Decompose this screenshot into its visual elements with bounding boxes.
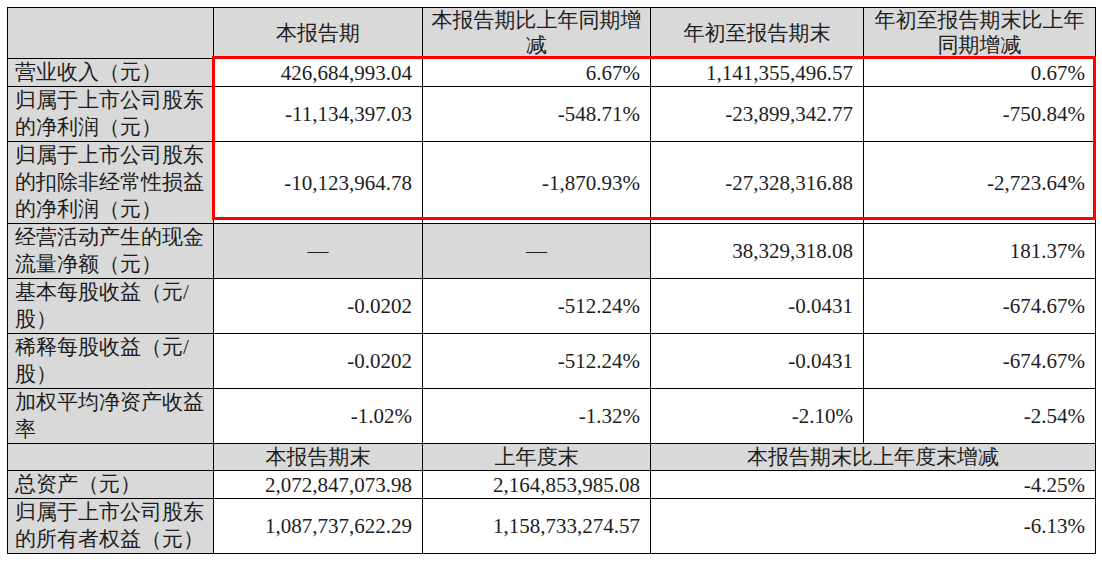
cell-value: 1,141,355,496.57 [651,59,864,87]
column-header-period-end: 本报告期末 [214,444,423,471]
header-row: 本报告期 本报告期比上年同期增减 年初至报告期末 年初至报告期末比上年同期增减 [8,8,1096,59]
row-label: 稀释每股收益（元/股） [8,334,214,389]
cell-value: -1,870.93% [423,142,651,224]
cell-value: -2.10% [651,389,864,444]
row-label: 经营活动产生的现金流量净额（元） [8,224,214,279]
cell-value: -512.24% [423,334,651,389]
cell-value: -0.0202 [214,334,423,389]
cell-value: 0.67% [864,59,1096,87]
cell-value: -27,328,316.88 [651,142,864,224]
row-label: 基本每股收益（元/股） [8,279,214,334]
subheader-row: 本报告期末 上年度末 本报告期末比上年度末增减 [8,444,1096,471]
cell-value: — [214,224,423,279]
table-row: 稀释每股收益（元/股） -0.0202 -512.24% -0.0431 -67… [8,334,1096,389]
cell-value: -2,723.64% [864,142,1096,224]
corner-cell [8,8,214,59]
column-header-ytd-change: 年初至报告期末比上年同期增减 [864,8,1096,59]
table-row: 归属于上市公司股东的扣除非经常性损益的净利润（元） -10,123,964.78… [8,142,1096,224]
row-label: 归属于上市公司股东的净利润（元） [8,87,214,142]
table-row: 总资产（元） 2,072,847,073.98 2,164,853,985.08… [8,471,1096,499]
cell-value: 181.37% [864,224,1096,279]
cell-value: -0.0202 [214,279,423,334]
cell-value: 38,329,318.08 [651,224,864,279]
cell-value: -548.71% [423,87,651,142]
cell-value: -512.24% [423,279,651,334]
cell-value: -4.25% [651,471,1096,499]
row-label: 归属于上市公司股东的所有者权益（元） [8,499,214,554]
table-row: 经营活动产生的现金流量净额（元） — — 38,329,318.08 181.3… [8,224,1096,279]
cell-value: -2.54% [864,389,1096,444]
column-header-ytd: 年初至报告期末 [651,8,864,59]
cell-value: -10,123,964.78 [214,142,423,224]
table-row: 基本每股收益（元/股） -0.0202 -512.24% -0.0431 -67… [8,279,1096,334]
cell-value: -674.67% [864,279,1096,334]
cell-value: 426,684,993.04 [214,59,423,87]
cell-value: -1.02% [214,389,423,444]
cell-value: -23,899,342.77 [651,87,864,142]
cell-value: -0.0431 [651,279,864,334]
table-row: 营业收入（元） 426,684,993.04 6.67% 1,141,355,4… [8,59,1096,87]
row-label: 总资产（元） [8,471,214,499]
corner-cell [8,444,214,471]
financial-summary-table: 本报告期 本报告期比上年同期增减 年初至报告期末 年初至报告期末比上年同期增减 … [7,7,1096,554]
cell-value: -6.13% [651,499,1096,554]
cell-value: — [423,224,651,279]
column-header-current-period: 本报告期 [214,8,423,59]
cell-value: 1,158,733,274.57 [423,499,651,554]
table-row: 归属于上市公司股东的净利润（元） -11,134,397.03 -548.71%… [8,87,1096,142]
cell-value: 6.67% [423,59,651,87]
row-label: 加权平均净资产收益率 [8,389,214,444]
report-page: 本报告期 本报告期比上年同期增减 年初至报告期末 年初至报告期末比上年同期增减 … [0,0,1102,562]
cell-value: 1,087,737,622.29 [214,499,423,554]
column-header-current-period-change: 本报告期比上年同期增减 [423,8,651,59]
cell-value: 2,072,847,073.98 [214,471,423,499]
cell-value: -11,134,397.03 [214,87,423,142]
table-row: 加权平均净资产收益率 -1.02% -1.32% -2.10% -2.54% [8,389,1096,444]
cell-value: -750.84% [864,87,1096,142]
row-label: 归属于上市公司股东的扣除非经常性损益的净利润（元） [8,142,214,224]
row-label: 营业收入（元） [8,59,214,87]
table-row: 归属于上市公司股东的所有者权益（元） 1,087,737,622.29 1,15… [8,499,1096,554]
cell-value: -674.67% [864,334,1096,389]
cell-value: 2,164,853,985.08 [423,471,651,499]
column-header-period-end-change: 本报告期末比上年度末增减 [651,444,1096,471]
cell-value: -0.0431 [651,334,864,389]
column-header-prior-year-end: 上年度末 [423,444,651,471]
cell-value: -1.32% [423,389,651,444]
